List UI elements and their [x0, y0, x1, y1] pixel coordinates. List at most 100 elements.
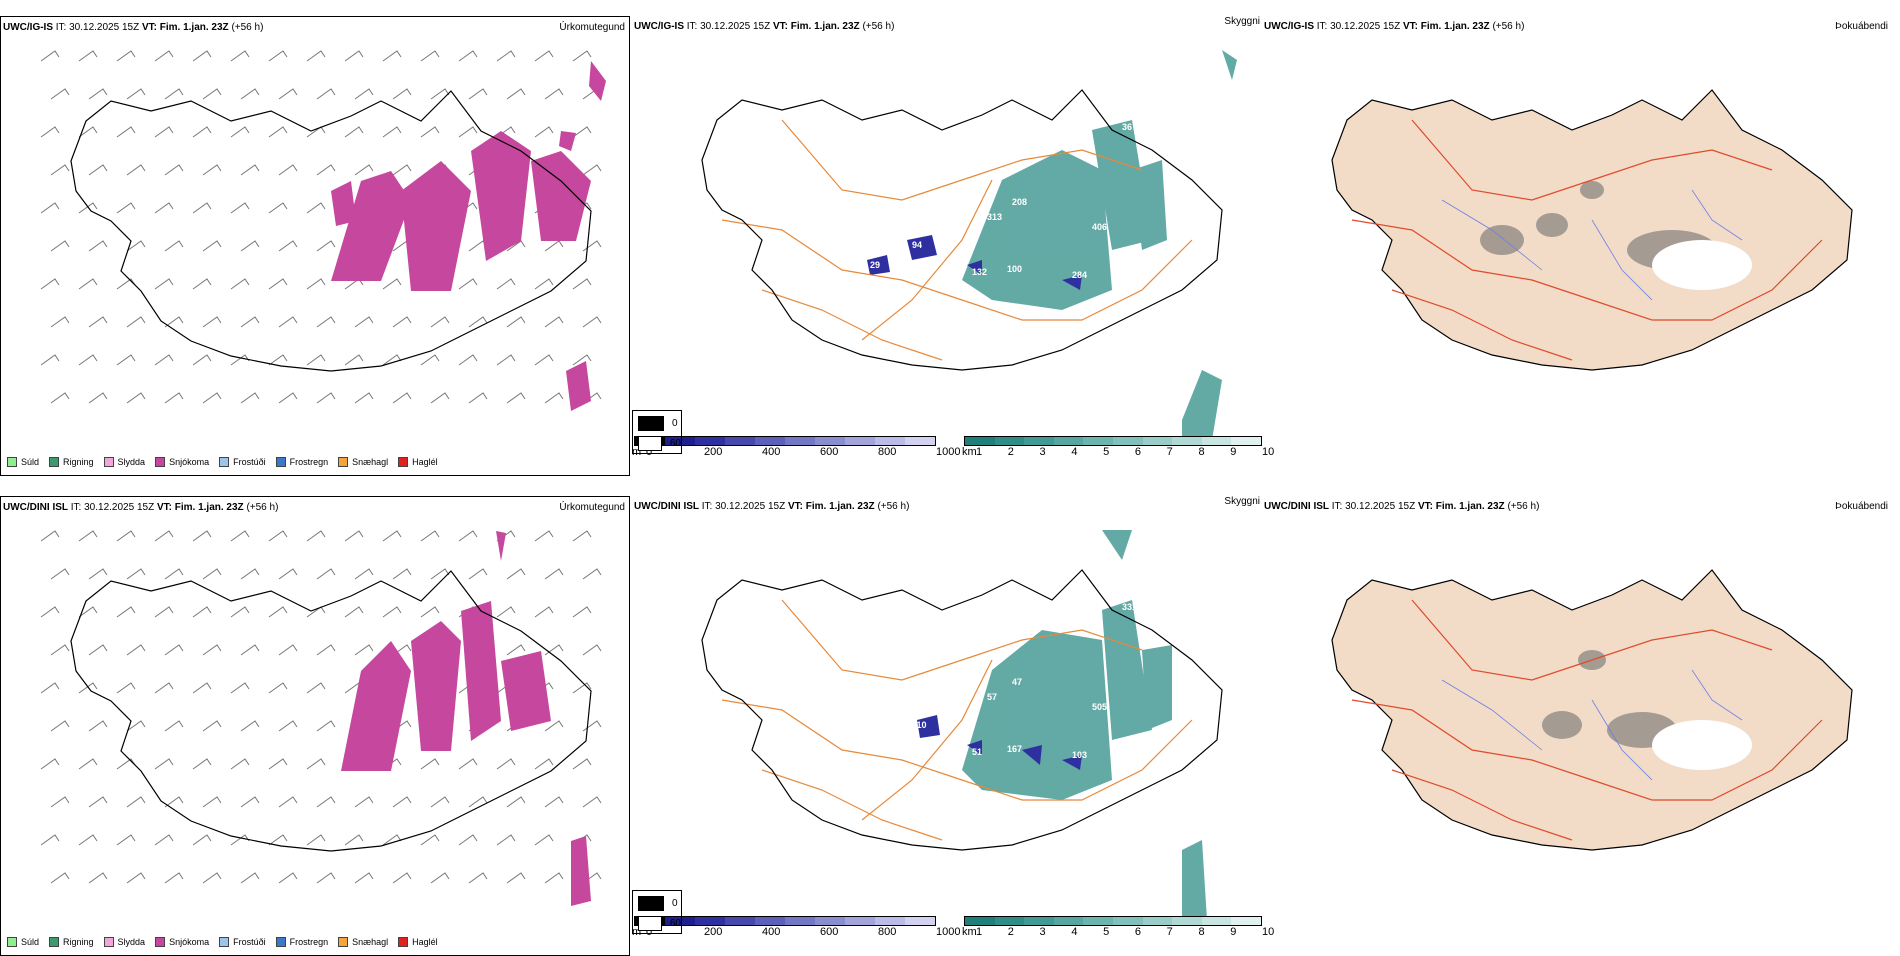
wind-barb	[192, 606, 212, 618]
wind-barb	[40, 202, 60, 214]
wind-barb	[544, 720, 564, 732]
wind-barb	[240, 392, 260, 404]
wind-barb	[268, 202, 288, 214]
fog-legend-row2: 0 60	[632, 890, 682, 934]
wind-barb	[164, 88, 184, 100]
colorbar-swatch	[1053, 917, 1084, 925]
colorbar-tick: 2	[1007, 446, 1014, 458]
legends-row2: m 0 200 400 600 800 1000 km 1 2 3 4 5 6 7 8 9 10	[632, 916, 1274, 950]
colorbar-swatch	[845, 437, 875, 445]
legend-item: Frostregn	[275, 937, 328, 947]
wind-barb	[544, 644, 564, 656]
wind-barb	[496, 606, 516, 618]
wind-barb	[544, 568, 564, 580]
wind-barb	[278, 644, 298, 656]
wind-barb	[306, 834, 326, 846]
wind-barb	[458, 50, 478, 62]
cloudbase-value: 270	[870, 740, 885, 750]
wind-barb	[78, 834, 98, 846]
wind-barb	[88, 240, 108, 252]
wind-barb	[78, 354, 98, 366]
precip-type-panel-dini: UWC/DINI ISL IT: 30.12.2025 15Z VT: Fim.…	[0, 496, 630, 956]
visibility-panel-igis: UWC/IG-IS IT: 30.12.2025 15Z VT: Fim. 1.…	[632, 16, 1262, 476]
wind-barb	[88, 644, 108, 656]
cloudbase-colorbar	[634, 436, 936, 446]
wind-barb	[354, 164, 374, 176]
colorbar-swatch	[695, 437, 725, 445]
wind-barb	[278, 240, 298, 252]
wind-barb	[50, 88, 70, 100]
wind-barb	[202, 796, 222, 808]
wind-barb	[50, 164, 70, 176]
wind-barb	[420, 758, 440, 770]
precip-type-map	[40, 530, 602, 906]
wind-barb	[582, 316, 602, 328]
colorbar-swatch	[1172, 437, 1202, 445]
wind-barb	[78, 758, 98, 770]
wind-barb	[164, 316, 184, 328]
wind-barb	[268, 606, 288, 618]
wind-barb	[382, 126, 402, 138]
wind-barb	[40, 354, 60, 366]
wind-barb	[78, 50, 98, 62]
colorbar-swatch	[1112, 917, 1143, 925]
wind-barb	[40, 50, 60, 62]
colorbar-tick: 6	[1134, 926, 1141, 938]
panel-header: UWC/IG-IS IT: 30.12.2025 15Z VT: Fim. 1.…	[634, 21, 895, 32]
cloudbase-value: 36	[1122, 122, 1132, 132]
wind-barb	[88, 796, 108, 808]
colorbar-tick: 9	[1230, 926, 1237, 938]
wind-barb	[240, 720, 260, 732]
cloudbase-value: 94	[912, 240, 922, 250]
legend-label: Snjókoma	[169, 457, 210, 467]
legend-label: Haglél	[412, 457, 438, 467]
colorbar-swatch	[1142, 437, 1173, 445]
legend-item: Snæhagl	[338, 457, 388, 467]
colorbar-swatch	[815, 437, 845, 445]
colorbar-tick: 600	[820, 926, 839, 938]
wind-barb	[392, 392, 412, 404]
colorbar-tick: 1000	[936, 446, 961, 458]
colorbar-swatch	[875, 437, 905, 445]
wind-barb	[116, 202, 136, 214]
wind-barb	[268, 126, 288, 138]
wind-barb	[582, 240, 602, 252]
wind-barb	[306, 278, 326, 290]
legend-swatch	[103, 937, 114, 947]
wind-barb	[278, 392, 298, 404]
wind-barb	[306, 50, 326, 62]
legend-swatch	[338, 457, 349, 467]
wind-barb	[50, 720, 70, 732]
wind-barb	[544, 88, 564, 100]
wind-barb	[572, 530, 592, 542]
colorbar-swatch	[755, 437, 785, 445]
cloudbase-value: 197	[957, 642, 972, 652]
wind-barb	[202, 240, 222, 252]
wind-barb	[430, 392, 450, 404]
wind-barb	[126, 240, 146, 252]
wind-barb	[240, 872, 260, 884]
cloudbase-value: 406	[1092, 222, 1107, 232]
wind-barb	[240, 644, 260, 656]
wind-barb	[40, 126, 60, 138]
wind-barb	[268, 278, 288, 290]
wind-barb	[354, 88, 374, 100]
wind-barb	[392, 164, 412, 176]
wind-barb	[116, 682, 136, 694]
colorbar-swatch	[1053, 437, 1084, 445]
colorbar-tick: 800	[878, 446, 897, 458]
wind-barb	[154, 278, 174, 290]
legend-item: Frostúði	[219, 457, 266, 467]
wind-barb	[164, 644, 184, 656]
colorbar-unit: m	[632, 446, 642, 458]
wind-barb	[392, 316, 412, 328]
precip-type-legend: Súld Rigning Slydda Snjókoma Frostúði Frostre…	[7, 457, 438, 467]
colorbar-swatch	[994, 437, 1025, 445]
wind-barb	[240, 88, 260, 100]
wind-barb	[420, 530, 440, 542]
wind-barb	[354, 568, 374, 580]
legend-item: Frostregn	[275, 457, 328, 467]
legend-label: Slydda	[117, 937, 146, 947]
cloudbase-value: 284	[1072, 270, 1087, 280]
cloudbase-value: 331	[1122, 602, 1137, 612]
